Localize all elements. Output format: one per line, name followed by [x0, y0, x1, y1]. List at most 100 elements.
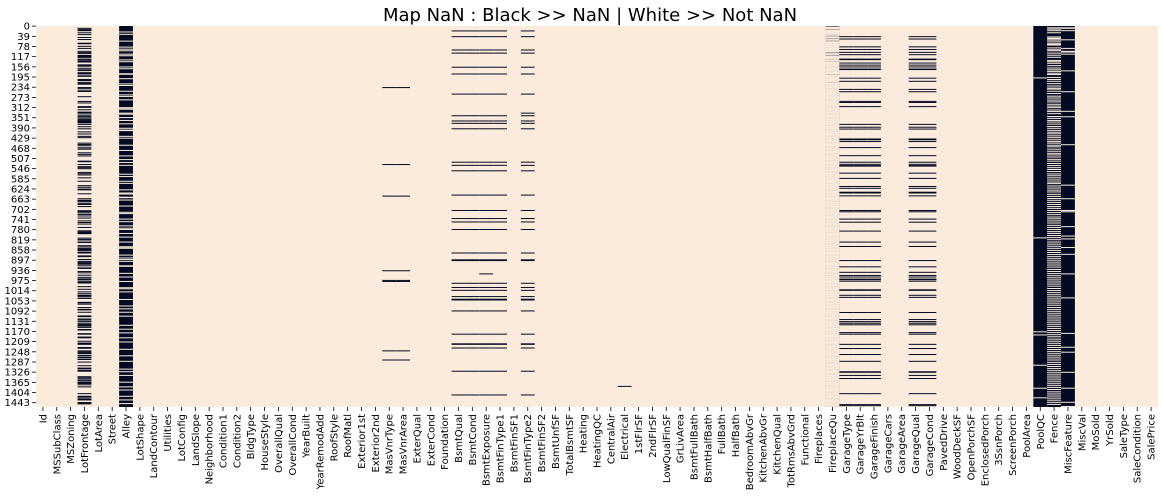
present-cell-miscfeature: [1061, 351, 1075, 353]
present-cell-fireplacequ: [825, 247, 840, 249]
nan-cell-garagequal: [908, 48, 923, 50]
nan-cell-garagetype: [839, 185, 854, 187]
present-cell-fireplacequ: [825, 41, 840, 43]
nan-cell-garagecond: [922, 123, 937, 125]
nan-cell-lotfrontage: [77, 147, 92, 149]
present-cell-alley: [119, 213, 133, 215]
nan-cell-bsmtexposure: [479, 370, 494, 372]
present-cell-miscfeature: [1061, 247, 1075, 249]
column-tick-label: PoolQC: [1036, 414, 1047, 450]
nan-cell-bsmtcond: [465, 128, 480, 130]
present-cell-fireplacequ: [825, 115, 840, 117]
column-tick-label: Exterior1st: [357, 414, 368, 469]
present-cell-fence: [1047, 258, 1062, 260]
column-tick-label: BsmtUnfSF: [551, 414, 562, 469]
nan-cell-lotfrontage: [77, 286, 92, 288]
column-tick-label: MoSold: [1091, 414, 1102, 450]
present-cell-fireplacequ: [825, 378, 840, 380]
nan-cell-garagefinish: [867, 139, 881, 141]
present-cell-alley: [119, 31, 133, 33]
present-cell-fence: [1047, 69, 1062, 71]
present-cell-miscfeature: [1061, 198, 1075, 200]
column-tick-label: Id: [38, 414, 49, 423]
nan-cell-garagequal: [908, 64, 923, 66]
present-cell-fireplacequ: [825, 272, 840, 274]
present-cell-fence: [1047, 28, 1062, 30]
present-cell-fireplacequ: [825, 160, 840, 162]
row-tick-label: 1326: [5, 368, 30, 379]
nan-cell-lotfrontage: [77, 311, 92, 313]
present-cell-fence: [1047, 99, 1062, 101]
nan-cell-bsmtqual: [451, 73, 466, 75]
present-cell-fireplacequ: [825, 130, 840, 132]
present-cell-alley: [119, 40, 133, 42]
nan-cell-bsmtcond: [465, 218, 480, 220]
nan-cell-lotfrontage: [77, 356, 92, 358]
present-cell-fireplacequ: [825, 259, 840, 261]
nan-cell-garagetype: [839, 333, 854, 335]
present-cell-fireplacequ: [825, 337, 840, 339]
present-cell-fence: [1047, 116, 1062, 118]
present-cell-fireplacequ: [825, 284, 840, 286]
row-tick-label: 819: [11, 235, 30, 246]
present-cell-fireplacequ: [825, 48, 840, 50]
nan-cell-lotfrontage: [77, 106, 92, 108]
nan-cell-garagecond: [922, 279, 937, 281]
nan-cell-lotfrontage: [77, 137, 92, 139]
nan-cell-masvnrarea: [396, 350, 410, 352]
present-cell-fireplacequ: [825, 87, 840, 89]
column-tick-label: LowQualFinSF: [662, 414, 673, 483]
present-cell-fireplacequ: [825, 293, 840, 295]
present-cell-fireplacequ: [825, 29, 840, 31]
column-tick-label: OverallQual: [274, 414, 285, 473]
nan-cell-lotfrontage: [77, 250, 92, 252]
nan-cell-bsmtcond: [465, 347, 480, 349]
present-cell-fireplacequ: [825, 242, 840, 244]
present-cell-fireplacequ: [825, 128, 840, 130]
nan-cell-garagefinish: [867, 360, 881, 362]
row-tick-label: 156: [11, 62, 30, 73]
nan-cell-garagequal: [908, 289, 923, 291]
nan-cell-lotfrontage: [77, 145, 92, 147]
nan-cell-bsmtfintype2: [520, 52, 535, 54]
present-cell-miscfeature: [1061, 27, 1075, 29]
nan-cell-lotfrontage: [77, 69, 92, 71]
present-cell-fence: [1047, 44, 1062, 46]
present-cell-fireplacequ: [825, 306, 840, 308]
present-cell-fireplacequ: [825, 268, 840, 270]
present-cell-fireplacequ: [825, 155, 840, 157]
present-cell-fireplacequ: [825, 338, 840, 340]
present-cell-fireplacequ: [825, 181, 840, 183]
row-tick-label: 1443: [5, 398, 30, 409]
present-cell-fireplacequ: [825, 236, 840, 238]
present-cell-fireplacequ: [825, 128, 840, 130]
present-cell-alley: [119, 119, 133, 121]
nan-cell-garagefinish: [867, 165, 881, 167]
present-cell-fireplacequ: [825, 205, 840, 207]
nan-cell-garagefinish: [867, 319, 881, 321]
nan-cell-garagecond: [922, 155, 937, 157]
present-cell-fireplacequ: [825, 200, 840, 202]
row-tick-label: 234: [11, 83, 30, 94]
nan-cell-bsmtfintype1: [493, 161, 507, 163]
nan-cell-garageyrblt: [853, 177, 868, 179]
nan-cell-garagetype: [839, 100, 854, 102]
nan-cell-garagecond: [922, 38, 937, 40]
column-tick-label: MiscVal: [1077, 414, 1088, 451]
row-tick-label: 741: [11, 215, 30, 226]
column-tick-label: Fence: [1050, 414, 1061, 443]
nan-cell-bsmtqual: [451, 221, 466, 223]
nan-cell-garagetype: [839, 64, 854, 66]
present-cell-alley: [119, 348, 133, 350]
present-cell-fence: [1047, 325, 1062, 327]
present-cell-fence: [1047, 353, 1062, 355]
present-cell-fence: [1047, 201, 1062, 203]
nan-cell-garagequal: [908, 404, 923, 406]
nan-cell-masvnrarea: [396, 279, 410, 281]
nan-cell-garagecond: [922, 58, 937, 60]
present-cell-fence: [1047, 109, 1062, 111]
nan-cell-garagefinish: [867, 378, 881, 380]
present-cell-fireplacequ: [825, 168, 840, 170]
nan-cell-lotfrontage: [77, 281, 92, 283]
present-cell-fence: [1047, 88, 1062, 90]
